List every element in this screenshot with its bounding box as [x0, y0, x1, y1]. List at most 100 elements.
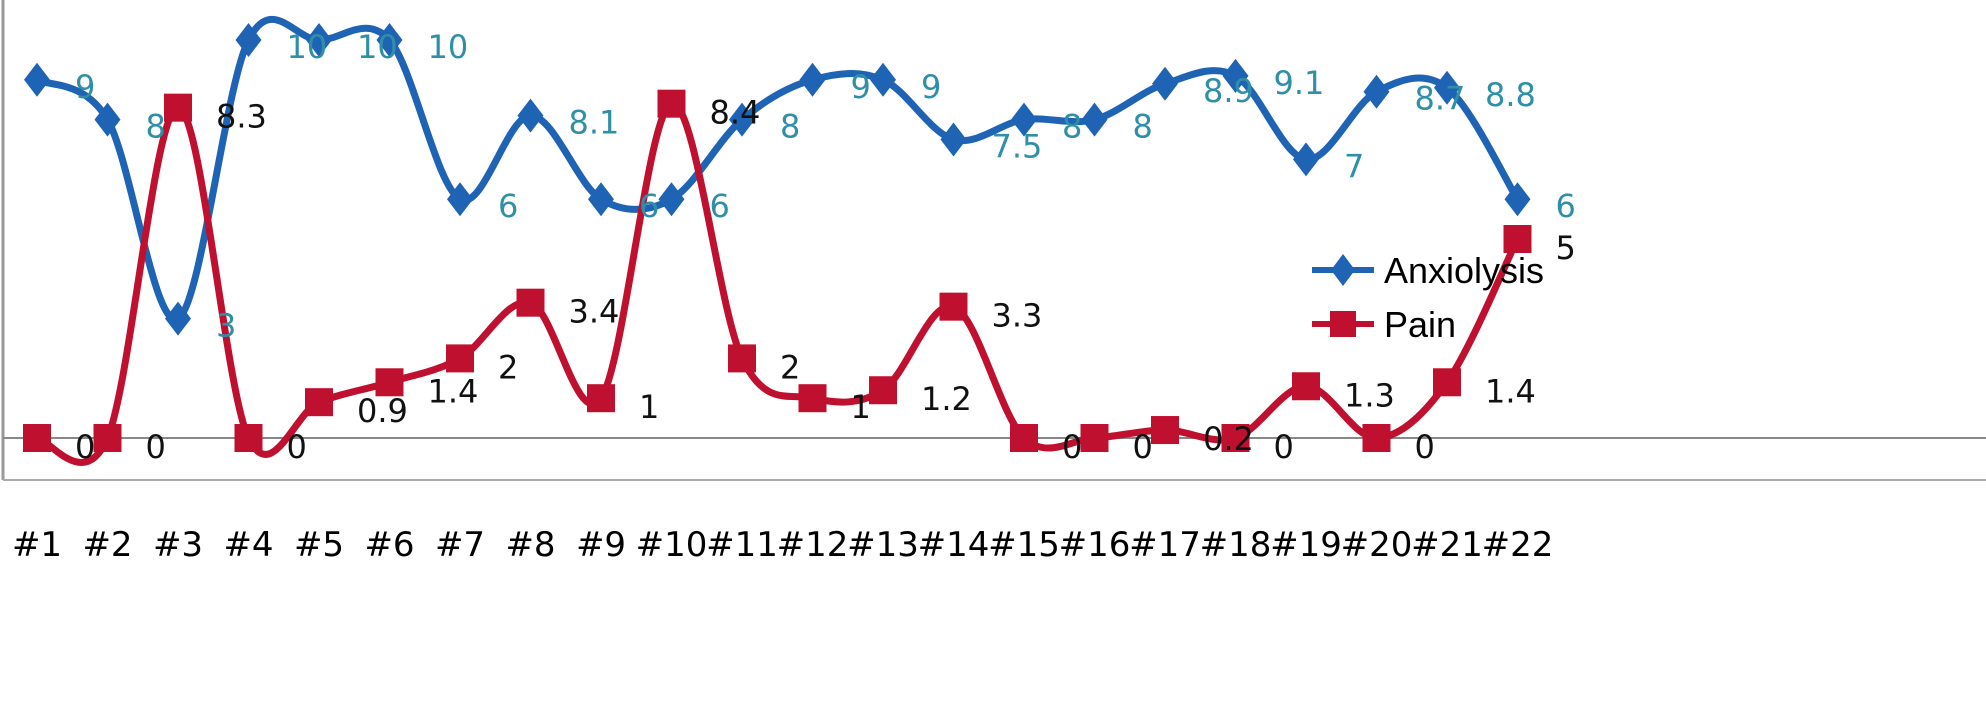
pain-data-label: 3.4 [569, 293, 620, 331]
anxiolysis-data-label: 6 [639, 187, 659, 225]
anxiolysis-point [165, 301, 191, 336]
pain-point [375, 368, 404, 397]
pain-point [1010, 424, 1038, 452]
pain-data-label: 1.4 [1485, 372, 1536, 410]
anxiolysis-data-label: 8.1 [569, 104, 620, 142]
anxiolysis-point [1293, 142, 1319, 177]
pain-point [23, 424, 51, 452]
anxiolysis-point [1011, 102, 1037, 137]
pain-point [234, 424, 263, 452]
x-tick-label: #8 [505, 525, 555, 565]
pain-point [798, 384, 827, 413]
pain-point [1503, 225, 1532, 253]
anxiolysis-point [1081, 102, 1108, 137]
pain-point [1080, 424, 1109, 452]
anxiolysis-data-label: 8.7 [1415, 80, 1466, 118]
anxiolysis-point [517, 98, 544, 133]
pain-data-label: 0 [75, 428, 95, 466]
anxiolysis-data-label: 9.1 [1274, 64, 1325, 102]
anxiolysis-data-label: 6 [710, 187, 730, 225]
anxiolysis-point [1152, 66, 1178, 101]
pain-point [1362, 424, 1391, 452]
pain-data-label: 3.3 [992, 297, 1043, 335]
pain-data-label: 0.2 [1203, 420, 1254, 458]
x-tick-label: #19 [1270, 525, 1342, 565]
pain-data-label: 8.3 [216, 98, 267, 136]
pain-legend-marker [1330, 311, 1356, 337]
pain-point [93, 424, 122, 452]
anxiolysis-point [1222, 58, 1249, 93]
anxiolysis-data-label: 10 [428, 28, 469, 66]
anxiolysis-data-label: 6 [1556, 187, 1576, 225]
pain-data-label: 0.9 [357, 392, 408, 430]
pain-data-label: 1.3 [1344, 376, 1395, 414]
pain-point [1292, 372, 1320, 401]
anxiolysis-point [1434, 70, 1460, 105]
pain-data-label: 1 [851, 388, 871, 426]
pain-data-label: 0 [146, 428, 166, 466]
x-tick-label: #15 [988, 525, 1060, 565]
pain-data-label: 2 [498, 348, 518, 386]
anxiolysis-point [799, 62, 826, 97]
x-tick-label: #16 [1059, 525, 1131, 565]
anxiolysis-data-label: 3 [216, 307, 236, 345]
pain-point [869, 376, 897, 405]
x-tick-label: #11 [706, 525, 778, 565]
pain-point [728, 344, 756, 373]
x-tick-label: #17 [1129, 525, 1201, 565]
anxiolysis-data-label: 8 [1133, 108, 1153, 146]
pain-data-label: 5 [1556, 229, 1576, 267]
anxiolysis-legend-marker [1331, 254, 1355, 286]
anxiolysis-data-label: 9 [75, 68, 95, 106]
pain-data-label: 0 [1062, 428, 1082, 466]
pain-legend-label: Pain [1384, 304, 1456, 345]
x-tick-label: #6 [364, 525, 414, 565]
anxiolysis-point [24, 62, 50, 97]
pain-data-label: 1.4 [428, 372, 479, 410]
anxiolysis-point [658, 182, 685, 217]
pain-data-label: 1 [639, 388, 659, 426]
anxiolysis-data-label: 8.9 [1203, 72, 1254, 110]
pain-point [1433, 368, 1461, 397]
pain-point [587, 384, 615, 413]
x-tick-label: #12 [777, 525, 849, 565]
x-tick-label: #4 [223, 525, 273, 565]
anxiolysis-data-label: 9 [921, 68, 941, 106]
anxiolysis-data-label: 8 [1062, 108, 1082, 146]
anxiolysis-point [447, 182, 473, 217]
pain-data-label: 0 [1415, 428, 1435, 466]
anxiolysis-data-label: 8 [780, 108, 800, 146]
pain-data-label: 0 [287, 428, 307, 466]
pain-point [939, 292, 968, 321]
x-tick-label: #21 [1411, 525, 1483, 565]
anxiolysis-data-label: 8 [146, 108, 166, 146]
anxiolysis-point [235, 23, 262, 57]
anxiolysis-point [870, 62, 896, 97]
x-tick-label: #20 [1341, 525, 1413, 565]
anxiolysis-data-label: 7.5 [992, 128, 1043, 166]
anxiolysis-point [729, 102, 755, 137]
anxiolysis-data-label: 7 [1344, 147, 1364, 185]
anxiolysis-point [94, 102, 121, 137]
pain-data-label: 0 [1274, 428, 1294, 466]
pain-data-label: 2 [780, 348, 800, 386]
pain-data-label: 0 [1133, 428, 1153, 466]
x-tick-label: #22 [1482, 525, 1554, 565]
anxiolysis-point [1363, 74, 1390, 109]
anxiolysis-data-label: 10 [287, 28, 328, 66]
pain-point [164, 93, 192, 122]
anxiolysis-data-label: 8.8 [1485, 76, 1536, 114]
x-tick-label: #7 [435, 525, 485, 565]
anxiolysis-data-label: 6 [498, 187, 518, 225]
pain-data-label: 8.4 [710, 94, 761, 132]
x-tick-label: #18 [1200, 525, 1272, 565]
x-tick-label: #9 [576, 525, 626, 565]
pain-point [1151, 416, 1179, 445]
anxiolysis-data-label: 9 [851, 68, 871, 106]
pain-point [1221, 424, 1250, 452]
x-tick-label: #14 [918, 525, 990, 565]
anxiolysis-point [306, 23, 332, 57]
pain-point [446, 344, 474, 373]
anxiolysis-line [35, 15, 1521, 323]
